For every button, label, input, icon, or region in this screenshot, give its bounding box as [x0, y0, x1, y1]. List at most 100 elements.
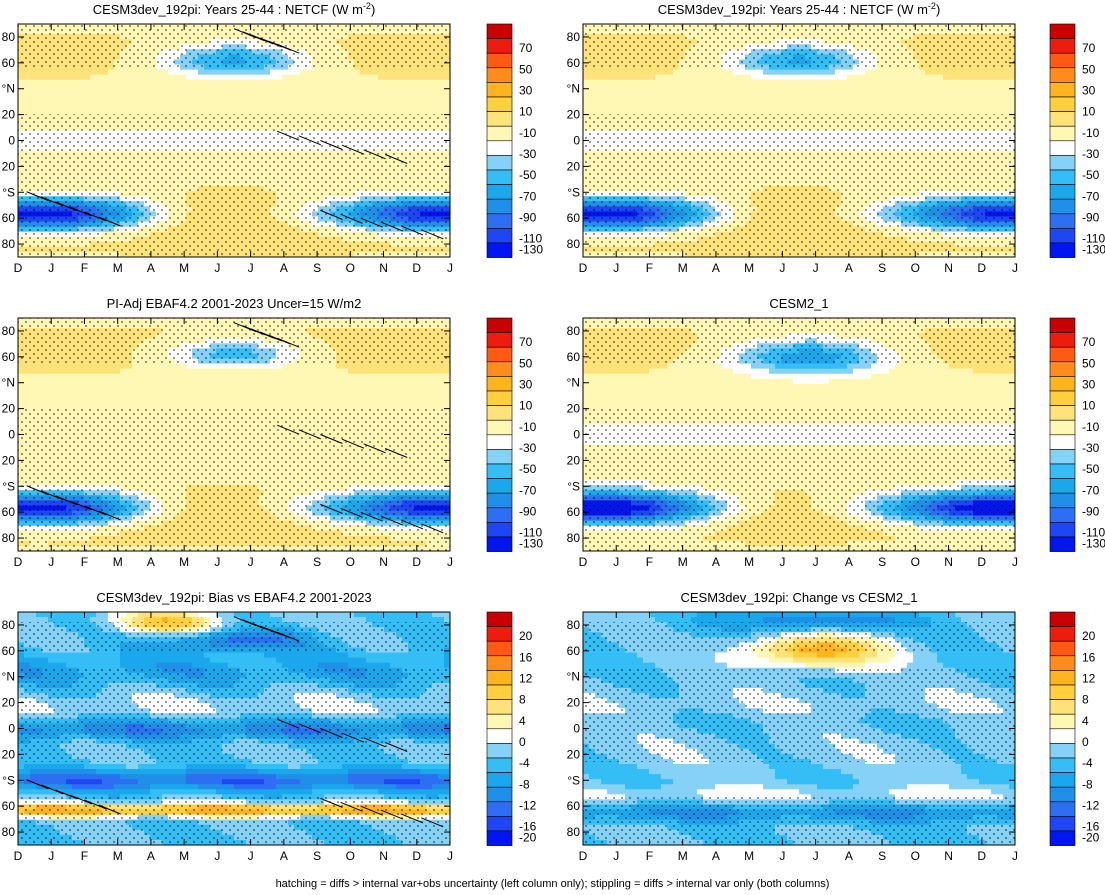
colorbar-box — [1049, 242, 1076, 258]
y-tick-label: °N — [2, 670, 15, 684]
colorbar-label: -12 — [519, 798, 537, 812]
colorbar-box — [486, 332, 513, 348]
colorbar-box — [1049, 169, 1076, 185]
colorbar-box — [486, 405, 513, 421]
x-tick-label: M — [113, 849, 123, 863]
colorbar-box — [1049, 111, 1076, 127]
x-tick-label: N — [944, 261, 953, 275]
colorbar-box — [1049, 390, 1076, 406]
x-tick-label: A — [845, 261, 853, 275]
x-tick-label: A — [147, 261, 155, 275]
colorbar-box — [1049, 376, 1076, 392]
x-tick-label: S — [313, 555, 321, 569]
x-tick-label: S — [878, 261, 886, 275]
figure-caption: hatching = diffs > internal var+obs unce… — [0, 878, 1105, 890]
x-tick-label: J — [1012, 261, 1018, 275]
x-tick-label: J — [447, 849, 453, 863]
colorbar-label: 50 — [519, 62, 533, 76]
colorbar-label: 50 — [1082, 356, 1096, 370]
x-tick-label: J — [214, 849, 220, 863]
colorbar-box — [1049, 23, 1076, 39]
colorbar-box — [486, 463, 513, 479]
colorbar-box — [1049, 67, 1076, 83]
colorbar-box — [1049, 522, 1076, 538]
x-tick-label: D — [977, 555, 986, 569]
panel-title: CESM3dev_192pi: Years 25-44 : NETCF (W m… — [658, 1, 941, 17]
x-tick-label: J — [48, 555, 54, 569]
x-tick-label: D — [14, 261, 23, 275]
colorbar-box — [486, 111, 513, 127]
y-tick-label: 20 — [567, 402, 581, 416]
panel-2: CESM3dev_192pi: Years 25-44 : NETCF (W m… — [567, 1, 1105, 275]
colorbar-box — [486, 772, 513, 788]
y-tick-label: °S — [2, 773, 15, 787]
x-tick-label: J — [813, 261, 819, 275]
colorbar-box — [1049, 140, 1076, 156]
x-tick-label: D — [412, 849, 421, 863]
x-tick-label: A — [280, 261, 288, 275]
x-tick-label: O — [346, 849, 355, 863]
x-tick-label: F — [81, 261, 88, 275]
colorbar-label: -12 — [1082, 798, 1100, 812]
colorbar-label: -110 — [1082, 526, 1105, 540]
colorbar-box — [486, 140, 513, 156]
colorbar-box — [1049, 38, 1076, 54]
colorbar: 70 50 30 10 -10 -30 -50 -70 -90 -110-130 — [1049, 317, 1105, 552]
stippling — [583, 622, 1015, 845]
colorbar-box — [486, 611, 513, 627]
colorbar-label: -110 — [519, 526, 542, 540]
x-tick-label: S — [313, 261, 321, 275]
x-tick-label: O — [911, 849, 920, 863]
colorbar-box — [1049, 728, 1076, 744]
y-tick-label: 20 — [2, 696, 16, 710]
panel-title: CESM2_1 — [769, 296, 828, 311]
y-tick-label: 20 — [567, 747, 581, 761]
colorbar-box — [1049, 757, 1076, 773]
x-tick-label: J — [447, 555, 453, 569]
colorbar-label: 16 — [1082, 650, 1096, 664]
colorbar-box — [1049, 713, 1076, 730]
x-tick-label: S — [878, 849, 886, 863]
panel-6: CESM3dev_192pi: Change vs CESM2_18060°N2… — [567, 590, 1100, 863]
x-tick-label: S — [878, 555, 886, 569]
y-tick-label: 20 — [567, 108, 581, 122]
x-tick-label: M — [678, 261, 688, 275]
x-tick-label: A — [845, 849, 853, 863]
colorbar-label: 8 — [519, 693, 526, 707]
x-tick-label: D — [579, 555, 588, 569]
x-tick-label: O — [346, 261, 355, 275]
colorbar-box — [1049, 332, 1076, 348]
y-tick-label: °S — [2, 479, 15, 493]
colorbar-label: -50 — [519, 462, 537, 476]
colorbar-box — [486, 507, 513, 523]
x-tick-label: M — [113, 261, 123, 275]
x-tick-label: D — [579, 849, 588, 863]
colorbar-box — [486, 361, 513, 377]
colorbar-label: -20 — [519, 831, 537, 845]
colorbar-box — [486, 317, 513, 333]
y-tick-label: 80 — [567, 237, 581, 251]
colorbar-label: 50 — [519, 356, 533, 370]
colorbar-box — [486, 655, 513, 671]
colorbar-box — [1049, 492, 1076, 509]
colorbar-box — [1049, 419, 1076, 436]
colorbar-label: 70 — [519, 335, 533, 349]
panel-title: CESM3dev_192pi: Change vs CESM2_1 — [680, 590, 917, 605]
colorbar-box — [1049, 786, 1076, 803]
y-tick-label: 80 — [2, 825, 16, 839]
colorbar-label: 16 — [519, 650, 533, 664]
x-tick-label: F — [646, 849, 653, 863]
colorbar-box — [486, 640, 513, 657]
y-tick-label: 80 — [2, 30, 16, 44]
y-tick-label: 60 — [2, 211, 16, 225]
colorbar-box — [486, 67, 513, 83]
colorbar-box — [486, 449, 513, 465]
y-tick-label: 0 — [573, 722, 580, 736]
y-tick-label: 60 — [2, 799, 16, 813]
colorbar-box — [1049, 684, 1076, 700]
colorbar-box — [486, 184, 513, 200]
